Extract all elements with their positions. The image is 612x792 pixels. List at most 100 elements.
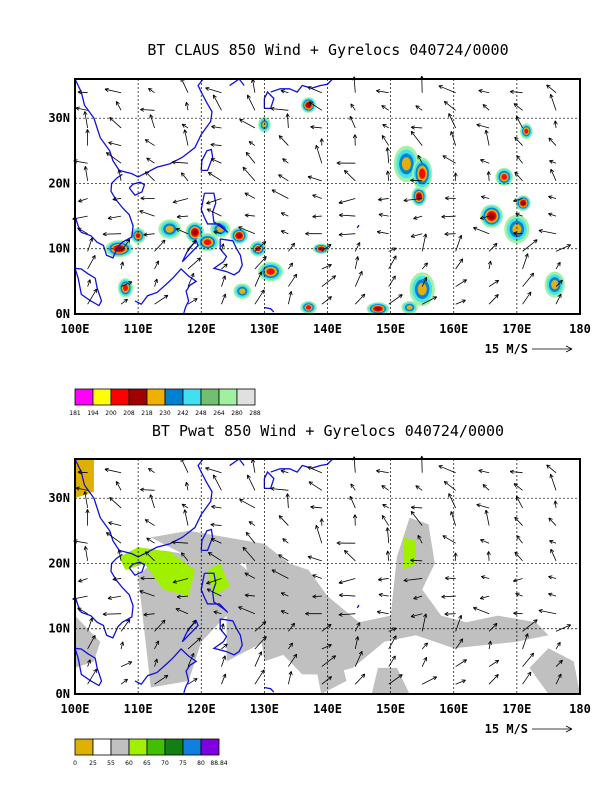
colorbar-swatch (182, 388, 202, 406)
wind-arrow (308, 481, 323, 491)
wind-arrow (254, 636, 267, 650)
pwat-shading (75, 615, 101, 668)
wind-arrow (472, 606, 490, 615)
coastline (270, 458, 334, 473)
wind-arrow (153, 658, 158, 667)
wind-arrow (87, 288, 98, 305)
wind-arrow (187, 619, 197, 632)
wind-arrow (172, 578, 189, 584)
wind-arrow (254, 651, 263, 667)
wind-arrow (104, 87, 122, 94)
wind-arrow (221, 655, 227, 667)
longitude-label: 100E (61, 702, 90, 716)
longitude-label: 140E (313, 322, 342, 336)
coastline (134, 648, 198, 695)
wind-arrow (482, 484, 490, 491)
longitude-label: 170E (502, 322, 531, 336)
wind-arrow (244, 213, 255, 218)
wind-arrow (455, 659, 467, 667)
wind-arrow (245, 531, 256, 544)
wind-arrow (105, 532, 122, 544)
wind-arrow (180, 77, 189, 93)
colorbar-label: 75 (179, 760, 187, 767)
wind-arrow (410, 510, 423, 526)
wind-arrow (388, 635, 397, 650)
wind-arrow (83, 166, 89, 181)
longitude-label: 170E (502, 702, 531, 716)
wind-arrow (154, 239, 166, 252)
colorbar-label: 230 (159, 410, 171, 417)
wind-arrow (486, 171, 491, 181)
longitude-label: 120E (187, 322, 216, 336)
wind-arrow (482, 104, 490, 111)
wind-arrow (139, 210, 155, 217)
coastline (74, 458, 213, 558)
wind-arrow (107, 215, 122, 220)
wind-arrow (83, 111, 89, 129)
wind-arrow (312, 594, 322, 599)
wind-arrow (305, 231, 322, 236)
wind-arrow (376, 469, 389, 474)
latitude-label: 30N (48, 111, 70, 125)
wind-arrow (312, 214, 322, 219)
wind-arrow (187, 272, 195, 287)
wind-arrow (77, 227, 88, 235)
longitude-label: 100E (61, 322, 90, 336)
panel-pwat: BT Pwat 850 Wind + Gyrelocs 040724/0000 … (48, 422, 591, 767)
wind-arrow (154, 674, 169, 685)
wind-arrow (120, 619, 131, 632)
wind-arrow (154, 640, 160, 650)
wind-arrow (509, 469, 523, 474)
wind-arrow (548, 575, 557, 580)
wind-arrow (548, 212, 557, 217)
wind-arrow (108, 141, 122, 146)
wind-arrow (514, 551, 523, 562)
wind-arrow (476, 503, 490, 509)
wind-arrow (239, 119, 256, 129)
wind-arrow (254, 669, 265, 685)
wind-arrow (140, 576, 155, 581)
wind-arrow (321, 243, 332, 252)
colorbar-swatch (146, 738, 166, 756)
wind-arrow (112, 197, 122, 202)
wind-arrow (515, 115, 523, 129)
wind-arrow (115, 481, 122, 491)
wind-arrow (154, 294, 169, 305)
wind-arrow (187, 239, 197, 252)
colorbar-label: 60 (125, 760, 133, 767)
wind-arrow (271, 189, 289, 199)
wind-arrow (450, 131, 457, 146)
wind-arrow (278, 135, 289, 146)
wind-arrow (146, 537, 155, 544)
wind-arrow (321, 676, 332, 685)
wind-arrow (338, 612, 356, 617)
wind-arrow (548, 137, 557, 146)
colorbar-swatch (74, 388, 94, 406)
wind-arrow (442, 535, 456, 544)
wind-arrow (244, 572, 256, 579)
wind-arrow (102, 232, 122, 237)
wind-arrow (336, 160, 356, 166)
wind-arrow (238, 606, 256, 615)
coastline (356, 604, 360, 609)
wind-arrow (187, 637, 202, 650)
wind-arrow (550, 168, 557, 181)
cloud-shading (416, 193, 422, 200)
colorbar-swatch (110, 738, 130, 756)
wind-arrow (484, 509, 490, 526)
wind-arrow (171, 540, 189, 545)
longitude-label: 140E (313, 702, 342, 716)
wind-arrow (378, 592, 389, 598)
wind-arrow (514, 171, 523, 182)
wind-arrow (87, 237, 94, 252)
colorbar-label: 55 (107, 760, 115, 767)
longitude-label: 180 (569, 702, 591, 716)
wind-arrow (421, 276, 428, 287)
wind-arrow (410, 558, 423, 563)
wind-arrow (448, 113, 457, 129)
wind-arrow (183, 509, 189, 526)
wind-arrow (153, 278, 158, 287)
wind-arrow (538, 228, 557, 235)
longitude-label: 160E (439, 702, 468, 716)
wind-arrow (354, 293, 366, 305)
